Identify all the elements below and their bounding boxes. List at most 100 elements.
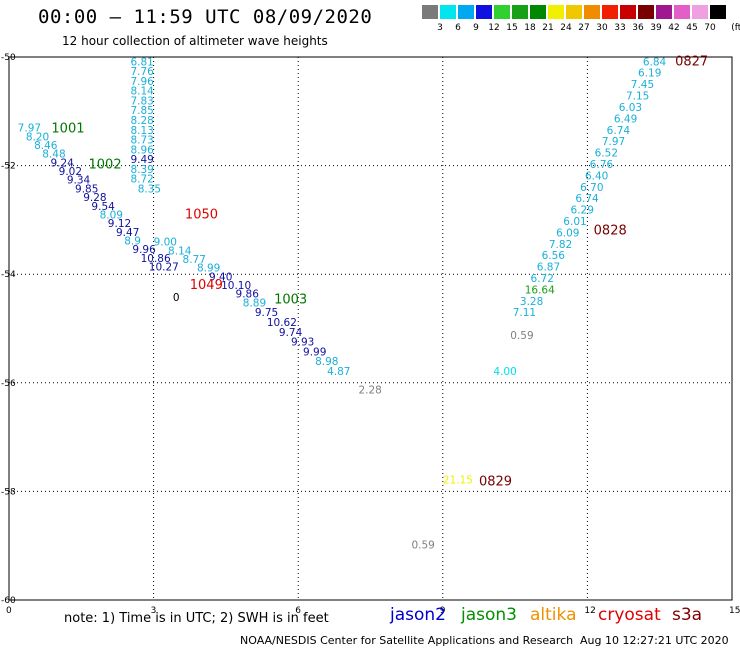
wave-height-value: 9.28 [83, 192, 106, 204]
legend-swatch [638, 5, 654, 19]
legend-label: 36 [632, 23, 644, 33]
legend-label: 45 [686, 23, 698, 33]
x-tick-label: 12 [584, 606, 595, 616]
wave-height-value: 7.85 [130, 105, 153, 117]
wave-height-value: 8.39 [130, 164, 153, 176]
pass-number-label: 1003 [274, 293, 307, 308]
legend-label: 27 [578, 23, 590, 33]
wave-height-value: 0.59 [510, 330, 533, 342]
legend-label: 18 [524, 23, 536, 33]
wave-height-value: 7.96 [130, 76, 154, 88]
wave-height-value: 9.86 [236, 289, 260, 301]
wave-height-value: 3.28 [520, 296, 543, 308]
legend-swatch [674, 5, 690, 19]
legend-label: 6 [455, 23, 461, 33]
legend-label: 9 [473, 23, 479, 33]
wave-height-value: 10.10 [221, 280, 251, 292]
wave-height-value: 8.72 [130, 174, 153, 186]
wave-height-value: 6.03 [619, 102, 642, 114]
legend-swatch [656, 5, 672, 19]
wave-height-value: 8.28 [130, 115, 153, 127]
wave-height-value: 0.59 [411, 540, 434, 552]
legend-swatch [602, 5, 618, 19]
pass-number-label: 1050 [185, 207, 218, 222]
wave-height-value: 9.75 [255, 307, 278, 319]
y-tick-label: -60 [1, 596, 16, 606]
legend-swatch [512, 5, 528, 19]
wave-height-value: 9.99 [303, 346, 326, 358]
wave-height-value: 9.49 [130, 154, 153, 166]
wave-height-value: 6.76 [590, 159, 614, 171]
wave-height-value: 6.72 [531, 273, 554, 285]
wave-height-value: 4.00 [493, 366, 516, 378]
legend-swatch [440, 5, 456, 19]
pass-number-label: 1002 [89, 157, 122, 172]
wave-height-value: 6.01 [563, 216, 586, 228]
legend-label: 24 [560, 23, 572, 33]
wave-height-value: 6.70 [580, 182, 603, 194]
legend-label: 33 [614, 23, 626, 33]
wave-height-value: 8.9 [124, 236, 141, 248]
wave-height-value: 8.96 [130, 144, 154, 156]
pass-number-label: 1049 [190, 278, 223, 293]
credit-text: NOAA/NESDIS Center for Satellite Applica… [240, 634, 574, 647]
x-tick-label: 0 [6, 606, 12, 616]
wave-height-value: 6.74 [607, 125, 631, 137]
legend-swatch [710, 5, 726, 19]
wave-height-value: 6.40 [585, 170, 608, 182]
wave-height-value: 9.96 [132, 244, 156, 256]
wave-height-value: 9.12 [108, 218, 131, 230]
wave-height-value: 8.35 [138, 183, 161, 195]
legend-label: 30 [596, 23, 608, 33]
sat-jason2-label: jason2 [390, 605, 446, 625]
legend-swatch [530, 5, 546, 19]
wave-height-value: 8.73 [130, 135, 153, 147]
wave-height-value: 7.11 [513, 307, 536, 319]
wave-height-value: 10.62 [267, 317, 297, 329]
wave-height-value: 10.27 [149, 262, 179, 274]
wave-height-value: 6.29 [571, 205, 594, 217]
wave-height-value: 8.99 [197, 263, 220, 275]
legend-swatch [566, 5, 582, 19]
legend-swatch [476, 5, 492, 19]
legend-swatch [692, 5, 708, 19]
sat-jason3-label: jason3 [461, 605, 517, 625]
wave-height-value: 9.34 [67, 175, 91, 187]
legend-label: 3 [437, 23, 443, 33]
wave-height-value: 6.56 [542, 250, 566, 262]
footer-note: note: 1) Time is in UTC; 2) SWH is in fe… [64, 611, 329, 626]
wave-height-value: 7.97 [602, 136, 625, 148]
y-tick-label: -50 [1, 53, 16, 63]
y-tick-label: -54 [1, 270, 16, 280]
x-tick-label: 3 [151, 606, 157, 616]
legend-swatch [620, 5, 636, 19]
wave-height-value: 7.83 [130, 95, 153, 107]
y-tick-label: -52 [1, 162, 16, 172]
wave-height-value: 9.93 [291, 337, 314, 349]
wave-height-value: 8.77 [183, 254, 206, 266]
wave-height-value: 4.87 [327, 366, 350, 378]
wave-height-value: 8.98 [315, 356, 338, 368]
wave-height-value: 9.24 [50, 157, 74, 169]
wave-height-value: 7.76 [130, 66, 154, 78]
wave-height-value: 0 [173, 292, 180, 304]
wave-height-value: 6.49 [614, 113, 637, 125]
wave-height-value: 8.46 [34, 140, 58, 152]
wave-height-value: 8.14 [130, 86, 154, 98]
wave-height-value: 6.52 [595, 148, 618, 160]
legend-label: 15 [506, 23, 518, 33]
legend-swatch [422, 5, 438, 19]
pass-number-label: 0827 [675, 54, 708, 69]
legend-label: 21 [542, 23, 554, 33]
wave-height-value: 8.09 [100, 209, 123, 221]
wave-height-value: 7.82 [549, 239, 572, 251]
legend-swatch [458, 5, 474, 19]
wave-height-value: 9.54 [91, 201, 115, 213]
wave-height-value: 9.00 [154, 237, 177, 249]
wave-height-value: 7.15 [626, 91, 649, 103]
wave-height-value: 21.15 [443, 474, 473, 486]
pass-number-label: 1001 [51, 122, 84, 137]
map-subtitle: 12 hour collection of altimeter wave hei… [62, 34, 328, 48]
x-tick-label: 6 [295, 606, 301, 616]
